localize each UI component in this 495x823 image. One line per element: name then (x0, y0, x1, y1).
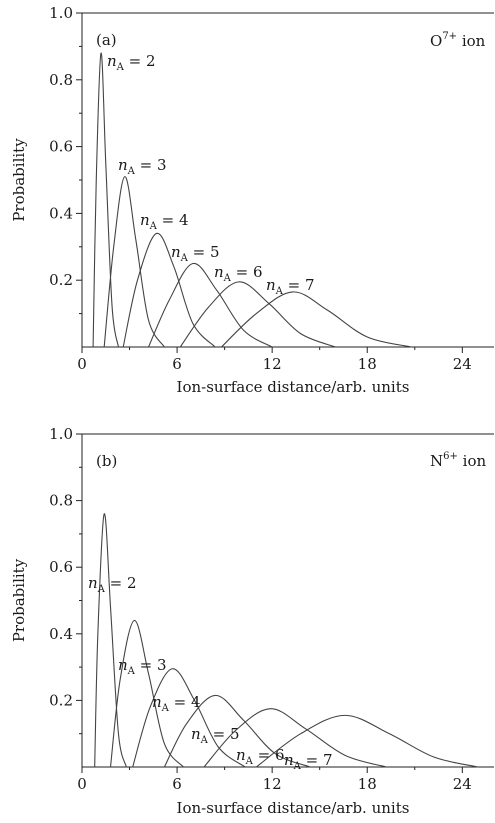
label-variable: n (88, 574, 98, 592)
label-value: = 3 (135, 156, 167, 174)
x-axis-label: Ion-surface distance/arb. units (177, 378, 410, 396)
series-label: nA = 2 (107, 52, 156, 73)
label-variable: n (171, 243, 181, 261)
label-value: = 4 (157, 211, 189, 229)
y-tick-label: 0.4 (49, 625, 73, 643)
y-tick-label: 0.8 (49, 71, 73, 89)
x-tick-label: 6 (172, 775, 182, 793)
y-tick-label: 0.6 (49, 138, 73, 156)
y-axis-label: Probability (10, 138, 28, 222)
ion-symbol: N (430, 452, 443, 470)
series-label: nA = 5 (171, 243, 220, 264)
series-line-n3 (103, 176, 165, 348)
label-value: = 3 (135, 656, 167, 674)
label-subscript: A (127, 166, 136, 177)
series-line-n3 (109, 619, 184, 768)
label-subscript: A (275, 286, 284, 297)
label-variable: n (107, 52, 117, 70)
series-line-n5 (163, 694, 311, 768)
x-tick-label: 24 (453, 355, 472, 373)
label-variable: n (214, 263, 224, 281)
ion-symbol: O (430, 32, 442, 50)
ion-label: N6+ ion (430, 451, 486, 470)
y-axis-label: Probability (10, 558, 28, 642)
label-subscript: A (97, 584, 106, 595)
series-line-n6 (203, 708, 387, 768)
label-value: = 5 (188, 243, 220, 261)
series-line-n2 (94, 513, 127, 768)
panel-a: 0 6 12 18 24 0.2 0.4 0.6 0.8 1.0 Ion-surface dista… (10, 4, 494, 396)
y-tick-label: 1.0 (49, 4, 73, 22)
label-value: = 2 (124, 52, 156, 70)
label-variable: n (284, 751, 294, 769)
ion-suffix: ion (458, 452, 487, 470)
ion-charge: 7+ (442, 31, 457, 42)
series-label: nA = 5 (191, 725, 240, 746)
panel-label: (b) (96, 452, 117, 470)
label-variable: n (118, 656, 128, 674)
label-subscript: A (149, 221, 158, 232)
label-variable: n (191, 725, 201, 743)
label-value: = 4 (169, 693, 201, 711)
ion-charge: 6+ (443, 451, 458, 462)
label-value: = 2 (105, 574, 137, 592)
x-tick-label: 18 (358, 355, 377, 373)
label-variable: n (236, 746, 246, 764)
label-subscript: A (127, 666, 136, 677)
label-subscript: A (161, 703, 170, 714)
label-variable: n (118, 156, 128, 174)
label-value: = 5 (208, 725, 240, 743)
label-value: = 7 (283, 276, 315, 294)
x-tick-label: 12 (263, 775, 282, 793)
y-tick-label: 0.2 (49, 691, 73, 709)
x-tick-label: 12 (263, 355, 282, 373)
y-tick-label: 0.6 (49, 558, 73, 576)
series-label: nA = 3 (118, 156, 167, 177)
x-tick-label: 18 (358, 775, 377, 793)
label-subscript: A (180, 253, 189, 264)
y-tick-label: 0.8 (49, 492, 73, 510)
series-label: nA = 7 (266, 276, 315, 297)
label-subscript: A (223, 273, 232, 284)
label-subscript: A (200, 735, 209, 746)
series-label: nA = 7 (284, 751, 333, 772)
y-tick-label: 0.4 (49, 204, 73, 222)
label-variable: n (140, 211, 150, 229)
label-value: = 6 (231, 263, 263, 281)
panel-label: (a) (96, 31, 117, 49)
series-line-n7 (221, 291, 412, 348)
x-tick-label: 0 (77, 775, 87, 793)
series-line-n6 (179, 281, 336, 348)
label-variable: n (152, 693, 162, 711)
x-tick-label: 6 (172, 355, 182, 373)
panel-b: 0 6 12 18 24 0.2 0.4 0.6 0.8 1.0 Ion-surface dista… (10, 425, 494, 817)
series-line-n5 (148, 262, 273, 348)
y-tick-label: 0.2 (49, 271, 73, 289)
x-tick-label: 24 (453, 775, 472, 793)
ion-label: O7+ ion (430, 31, 486, 50)
series-line-n7 (255, 714, 479, 768)
y-tick-label: 1.0 (49, 425, 73, 443)
label-subscript: A (116, 62, 125, 73)
series-label: nA = 6 (214, 263, 263, 284)
series-line-n4 (132, 668, 246, 768)
series-label: nA = 2 (88, 574, 137, 595)
label-variable: n (266, 276, 276, 294)
ion-suffix: ion (457, 32, 486, 50)
label-subscript: A (245, 756, 254, 767)
series-line-n2 (92, 52, 119, 348)
label-subscript: A (293, 761, 302, 772)
series-label: nA = 4 (152, 693, 201, 714)
x-tick-label: 0 (77, 355, 87, 373)
x-axis-label: Ion-surface distance/arb. units (177, 799, 410, 817)
label-value: = 7 (301, 751, 333, 769)
series-label: nA = 4 (140, 211, 189, 232)
series-label: nA = 3 (118, 656, 167, 677)
